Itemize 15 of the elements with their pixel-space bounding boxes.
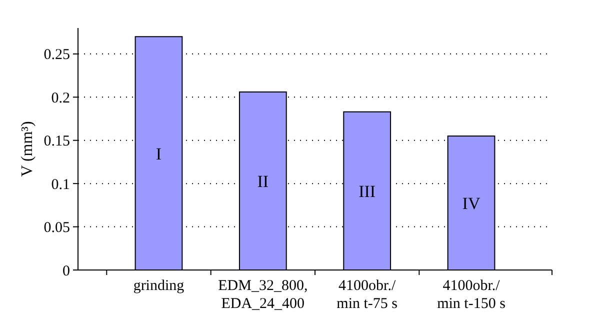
x-tick-label: grinding bbox=[133, 278, 185, 294]
y-tick-label: 0 bbox=[62, 263, 70, 280]
y-axis-title: V (mm³) bbox=[19, 121, 36, 177]
y-tick-label: 0.1 bbox=[51, 176, 70, 193]
data-label: IV bbox=[462, 194, 481, 213]
y-tick-label: 0.25 bbox=[44, 47, 70, 64]
x-tick-label: EDM_32_800, EDA_24_400 bbox=[218, 278, 308, 312]
y-tick-label: 0.2 bbox=[51, 90, 70, 106]
data-label: III bbox=[358, 182, 376, 201]
data-label: II bbox=[257, 172, 269, 191]
x-tick-label: 4100obr./ min t-150 s bbox=[437, 278, 506, 312]
x-tick-label: 4100obr./ min t-75 s bbox=[336, 278, 398, 312]
y-tick-label: 0.15 bbox=[44, 134, 70, 150]
y-tick-label: 0.05 bbox=[44, 220, 70, 236]
data-label: I bbox=[156, 144, 162, 164]
